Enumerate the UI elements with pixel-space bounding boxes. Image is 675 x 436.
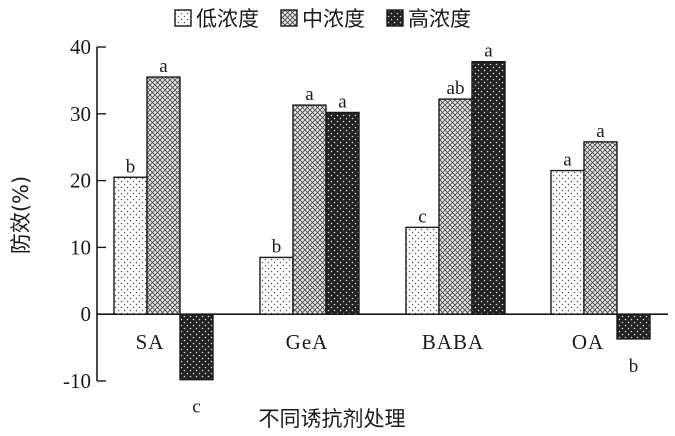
bar-gea-series-2: [292, 104, 327, 315]
bar-gea-series-3: [325, 111, 360, 315]
significance-label-gea-series-3: a: [338, 91, 347, 112]
legend-label-series-3: 高浓度: [408, 7, 471, 31]
legend-swatch-series-3: [386, 9, 404, 27]
y-tick-label-30: 30: [70, 102, 91, 126]
significance-label-baba-series-3: a: [484, 41, 493, 62]
bar-baba-series-1: [405, 226, 440, 315]
bar-baba-series-2: [438, 98, 473, 315]
significance-label-sa-series-3: c: [192, 397, 200, 418]
bar-gea-series-1: [259, 256, 294, 315]
legend-label-series-1: 低浓度: [196, 7, 259, 31]
significance-label-sa-series-1: b: [126, 156, 136, 177]
significance-label-oa-series-1: a: [563, 150, 572, 171]
legend-swatch-series-2: [280, 9, 298, 27]
category-label-oa: OA: [572, 330, 604, 354]
bar-sa-series-2: [146, 76, 181, 315]
significance-label-gea-series-1: b: [272, 236, 282, 257]
y-axis-title: 防效(%): [9, 176, 33, 254]
y-tick-label-40: 40: [70, 35, 91, 59]
legend-item-series-3: 高浓度: [386, 7, 471, 31]
legend-swatch-series-1: [174, 9, 192, 27]
significance-label-sa-series-2: a: [159, 56, 168, 77]
y-tick-label-0: 0: [81, 302, 92, 326]
bar-sa-series-1: [113, 176, 148, 315]
y-tick-label-10: -10: [63, 369, 91, 393]
category-label-sa: SA: [136, 330, 165, 354]
bar-oa-series-1: [550, 169, 585, 315]
y-axis: -10 0 10 20 30 40: [63, 35, 106, 393]
bar-oa-series-2: [583, 141, 618, 315]
significance-label-gea-series-2: a: [305, 84, 314, 105]
category-label-baba: BABA: [422, 330, 484, 354]
y-tick-label-10: 10: [70, 235, 91, 259]
legend: 低浓度 中浓度 高浓度: [174, 7, 471, 31]
y-tick-label-20: 20: [70, 169, 91, 193]
significance-label-oa-series-2: a: [596, 121, 605, 142]
bar-sa-series-3: [179, 313, 214, 381]
significance-label-oa-series-3: b: [629, 356, 639, 377]
x-axis-title: 不同诱抗剂处理: [259, 407, 406, 431]
legend-label-series-2: 中浓度: [302, 7, 365, 31]
significance-label-baba-series-2: ab: [447, 78, 465, 99]
bar-baba-series-3: [471, 60, 506, 315]
legend-item-series-2: 中浓度: [280, 7, 365, 31]
x-axis-labels: SA GeA BABA OA: [136, 330, 604, 354]
legend-item-series-1: 低浓度: [174, 7, 259, 31]
significance-label-baba-series-1: c: [418, 206, 426, 227]
category-label-gea: GeA: [286, 330, 329, 354]
bar-oa-series-3: [616, 313, 651, 340]
